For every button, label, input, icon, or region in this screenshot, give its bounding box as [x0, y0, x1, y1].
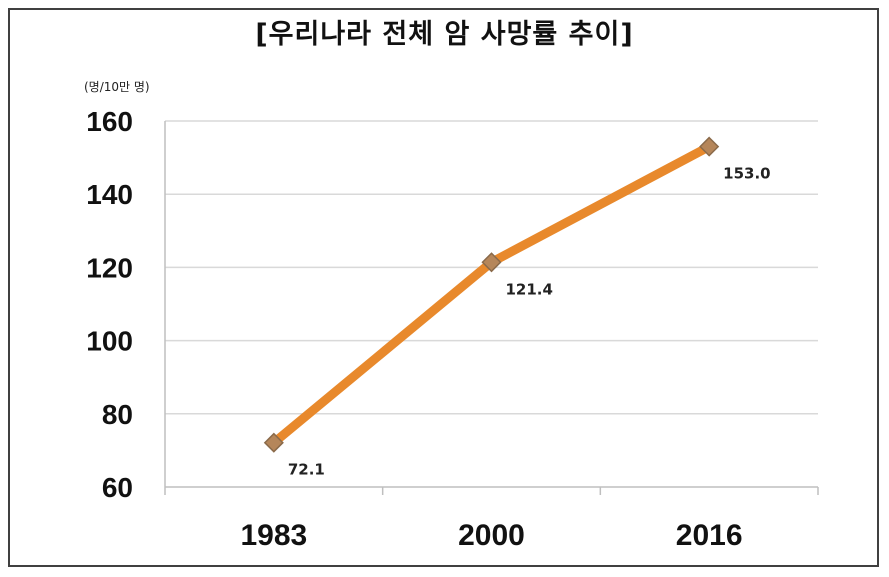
- data-point-2016: [699, 136, 720, 157]
- y-tick-label-120: 120: [86, 252, 133, 283]
- series-line-0: [269, 142, 714, 448]
- y-tick-label-140: 140: [86, 179, 133, 210]
- data-label-2016: 153.0: [723, 165, 770, 183]
- x-tick-label-2000: 2000: [458, 519, 525, 552]
- data-label-1983: 72.1: [288, 461, 325, 479]
- y-tick-labels: 60 80 100 120 140 160: [86, 106, 133, 503]
- y-tick-label-160: 160: [86, 106, 133, 137]
- data-labels: 72.1 121.4 153.0: [288, 165, 771, 479]
- x-tick-label-2016: 2016: [676, 519, 743, 552]
- chart-title: [우리나라 전체 암 사망률 추이]: [255, 19, 634, 50]
- chart-frame: [8, 8, 879, 567]
- series-markers: [263, 136, 720, 453]
- y-tick-label-80: 80: [102, 399, 133, 430]
- axes: [164, 121, 819, 495]
- data-label-2000: 121.4: [506, 280, 553, 298]
- y-tick-label-60: 60: [102, 472, 133, 503]
- data-point-2000: [481, 252, 502, 273]
- gridlines: [165, 120, 818, 415]
- y-axis-unit-label: (명/10만 명): [84, 80, 150, 94]
- x-tick-labels: 1983 2000 2016: [240, 519, 742, 552]
- data-point-1983: [263, 432, 284, 453]
- series-line-group: [269, 142, 714, 448]
- y-tick-label-100: 100: [86, 326, 133, 357]
- x-tick-label-1983: 1983: [240, 519, 307, 552]
